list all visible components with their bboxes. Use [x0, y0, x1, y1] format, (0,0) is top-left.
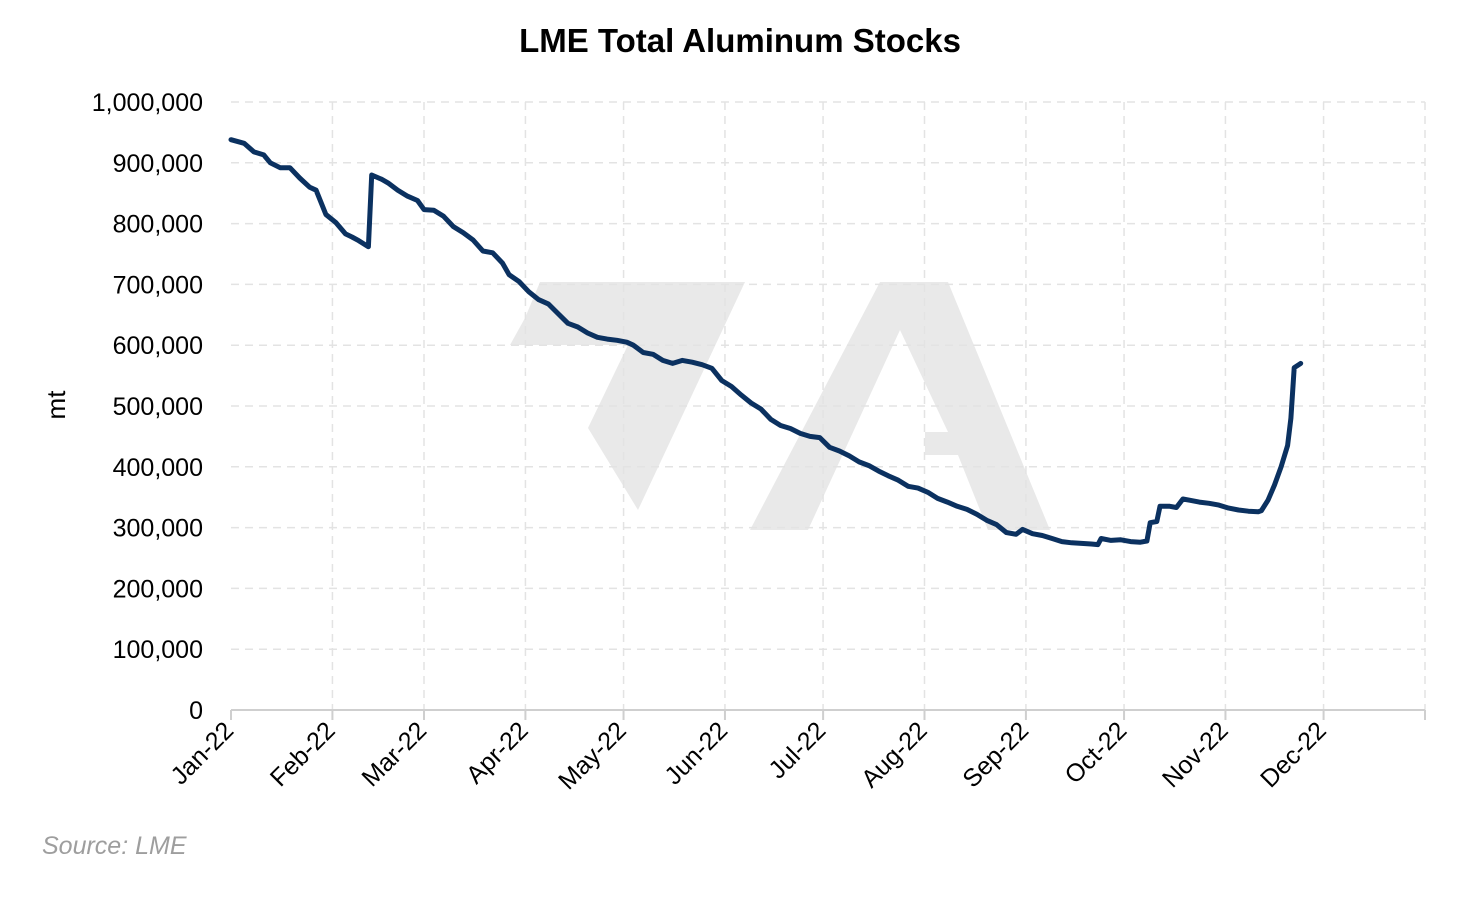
- x-tick-label: Apr-22: [461, 716, 534, 789]
- x-tick-label: Sep-22: [957, 716, 1034, 793]
- y-axis-label: mt: [41, 390, 71, 420]
- chart-title: LME Total Aluminum Stocks: [519, 22, 961, 59]
- source-note: Source: LME: [42, 832, 187, 860]
- y-tick-label: 700,000: [113, 271, 203, 299]
- y-tick-label: 0: [189, 697, 203, 725]
- x-tick-label: Mar-22: [356, 716, 432, 792]
- grid: [231, 101, 1426, 710]
- y-tick-label: 100,000: [113, 636, 203, 664]
- x-tick-label: Jan-22: [165, 716, 239, 790]
- series-line: [228, 137, 1304, 548]
- y-tick-label: 300,000: [113, 515, 203, 543]
- x-tick-label: Jul-22: [763, 716, 831, 784]
- y-axis-ticks: 0 100,000 200,000 300,000 400,000 500,000 600,…: [92, 89, 203, 725]
- y-tick-label: 1,000,000: [92, 89, 203, 117]
- x-tick-label: Aug-22: [856, 716, 933, 793]
- x-tick-label: May-22: [553, 716, 632, 795]
- x-tick-label: Oct-22: [1059, 716, 1132, 789]
- x-tick-label: Dec-22: [1255, 716, 1332, 793]
- axes: [230, 709, 1426, 720]
- y-tick-label: 200,000: [113, 575, 203, 603]
- y-tick-label: 600,000: [113, 332, 203, 360]
- x-axis-ticks: Jan-22 Feb-22 Mar-22 Apr-22 May-22 Jun-22 Jul-…: [165, 716, 1331, 795]
- y-tick-label: 400,000: [113, 454, 203, 482]
- y-tick-label: 900,000: [113, 150, 203, 178]
- y-tick-label: 800,000: [113, 211, 203, 239]
- watermark-logo: [510, 282, 1050, 530]
- x-tick-label: Nov-22: [1157, 716, 1234, 793]
- x-tick-label: Jun-22: [659, 716, 733, 790]
- y-tick-label: 500,000: [113, 393, 203, 421]
- x-tick-label: Feb-22: [265, 716, 341, 792]
